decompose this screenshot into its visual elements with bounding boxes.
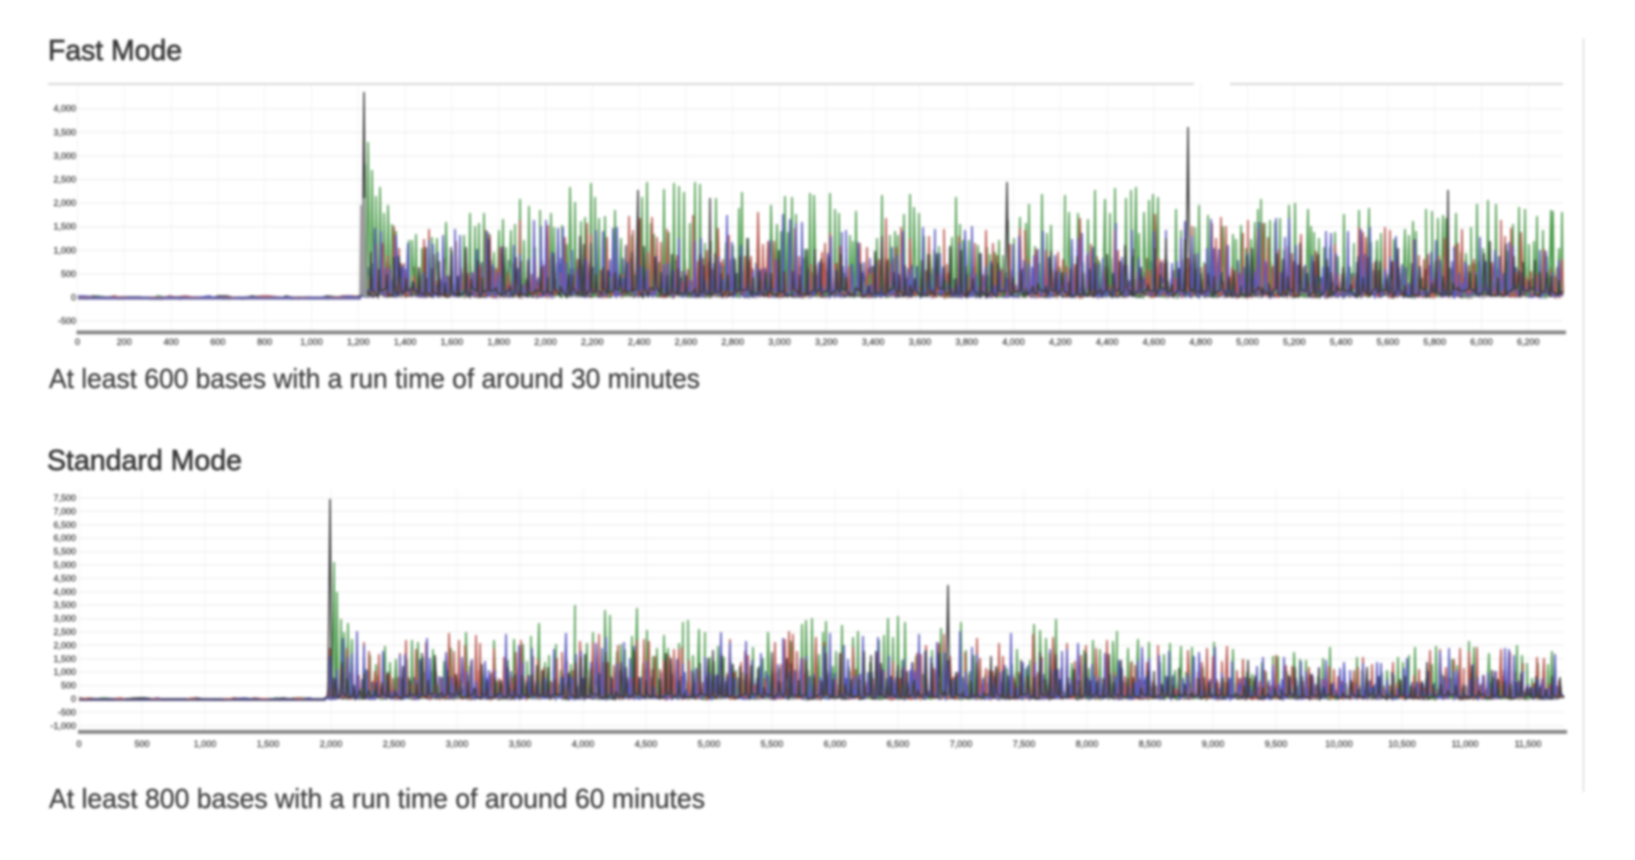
svg-text:10,500: 10,500	[1388, 739, 1416, 749]
svg-text:6,000: 6,000	[824, 739, 847, 749]
svg-text:3,000: 3,000	[53, 614, 76, 624]
svg-text:2,500: 2,500	[383, 739, 406, 749]
svg-text:4,000: 4,000	[53, 587, 76, 597]
svg-text:8,000: 8,000	[1076, 739, 1099, 749]
svg-text:-500: -500	[58, 316, 76, 326]
svg-text:5,500: 5,500	[761, 739, 784, 749]
svg-text:4,500: 4,500	[635, 739, 658, 749]
svg-text:7,000: 7,000	[53, 506, 76, 516]
svg-text:0: 0	[75, 337, 80, 347]
svg-text:2,000: 2,000	[53, 640, 76, 650]
svg-text:5,000: 5,000	[698, 739, 721, 749]
svg-text:4,000: 4,000	[53, 104, 76, 114]
svg-text:2,600: 2,600	[675, 337, 698, 347]
svg-text:9,500: 9,500	[1265, 739, 1288, 749]
svg-text:1,000: 1,000	[300, 337, 323, 347]
svg-text:800: 800	[257, 337, 272, 347]
svg-text:5,000: 5,000	[1236, 337, 1259, 347]
svg-text:4,500: 4,500	[53, 573, 76, 583]
svg-text:7,500: 7,500	[53, 493, 76, 503]
svg-text:500: 500	[61, 681, 76, 691]
svg-text:5,500: 5,500	[53, 547, 76, 557]
svg-text:1,000: 1,000	[53, 245, 76, 255]
svg-text:0: 0	[76, 739, 81, 749]
svg-text:-500: -500	[58, 707, 76, 717]
svg-text:6,000: 6,000	[1470, 337, 1493, 347]
svg-text:4,000: 4,000	[1002, 337, 1025, 347]
svg-text:1,500: 1,500	[257, 739, 280, 749]
svg-text:2,500: 2,500	[53, 627, 76, 637]
svg-text:2,000: 2,000	[320, 739, 343, 749]
svg-text:6,500: 6,500	[53, 520, 76, 530]
svg-text:At least 800 bases with a run: At least 800 bases with a run time of ar…	[49, 783, 705, 814]
svg-text:6,000: 6,000	[53, 533, 76, 543]
svg-text:2,800: 2,800	[721, 337, 744, 347]
svg-text:7,500: 7,500	[1013, 739, 1036, 749]
svg-text:200: 200	[117, 337, 132, 347]
svg-text:4,200: 4,200	[1049, 337, 1072, 347]
svg-text:5,600: 5,600	[1377, 337, 1400, 347]
svg-text:400: 400	[164, 337, 179, 347]
svg-text:3,200: 3,200	[815, 337, 838, 347]
svg-text:5,000: 5,000	[53, 560, 76, 570]
svg-text:500: 500	[61, 269, 76, 279]
svg-text:2,000: 2,000	[534, 337, 557, 347]
svg-text:3,400: 3,400	[862, 337, 885, 347]
svg-text:3,000: 3,000	[446, 739, 469, 749]
svg-text:4,000: 4,000	[572, 739, 595, 749]
svg-text:6,500: 6,500	[887, 739, 910, 749]
svg-text:1,500: 1,500	[53, 654, 76, 664]
svg-text:5,200: 5,200	[1283, 337, 1306, 347]
svg-text:0: 0	[71, 293, 76, 303]
svg-text:2,000: 2,000	[53, 198, 76, 208]
svg-text:500: 500	[134, 739, 149, 749]
svg-text:9,000: 9,000	[1202, 739, 1225, 749]
svg-text:0: 0	[71, 694, 76, 704]
svg-text:2,500: 2,500	[53, 175, 76, 185]
svg-text:1,800: 1,800	[487, 337, 510, 347]
svg-text:1,000: 1,000	[53, 667, 76, 677]
svg-text:3,500: 3,500	[509, 739, 532, 749]
svg-text:2,200: 2,200	[581, 337, 604, 347]
svg-text:3,000: 3,000	[53, 151, 76, 161]
svg-text:1,000: 1,000	[194, 739, 217, 749]
svg-text:11,500: 11,500	[1515, 739, 1542, 749]
svg-text:3,600: 3,600	[909, 337, 932, 347]
svg-text:8,500: 8,500	[1139, 739, 1162, 749]
svg-text:3,800: 3,800	[955, 337, 978, 347]
svg-text:600: 600	[210, 337, 225, 347]
svg-text:1,600: 1,600	[441, 337, 464, 347]
svg-text:3,500: 3,500	[53, 127, 76, 137]
svg-text:4,400: 4,400	[1096, 337, 1119, 347]
svg-text:11,000: 11,000	[1452, 739, 1479, 749]
svg-text:10,000: 10,000	[1325, 739, 1353, 749]
svg-text:Standard Mode: Standard Mode	[47, 445, 242, 477]
svg-text:1,500: 1,500	[53, 222, 76, 232]
svg-text:-1,000: -1,000	[50, 721, 76, 731]
svg-text:At least 600 bases with a run: At least 600 bases with a run time of ar…	[49, 363, 700, 394]
svg-text:5,800: 5,800	[1423, 337, 1446, 347]
svg-text:4,600: 4,600	[1143, 337, 1166, 347]
svg-text:2,400: 2,400	[628, 337, 651, 347]
svg-text:1,400: 1,400	[394, 337, 417, 347]
svg-text:6,200: 6,200	[1517, 337, 1540, 347]
svg-text:4,800: 4,800	[1189, 337, 1212, 347]
svg-text:7,000: 7,000	[950, 739, 973, 749]
svg-text:1,200: 1,200	[347, 337, 370, 347]
svg-text:5,400: 5,400	[1330, 337, 1353, 347]
svg-text:Fast Mode: Fast Mode	[48, 35, 182, 67]
svg-text:3,000: 3,000	[768, 337, 791, 347]
svg-text:3,500: 3,500	[53, 600, 76, 610]
